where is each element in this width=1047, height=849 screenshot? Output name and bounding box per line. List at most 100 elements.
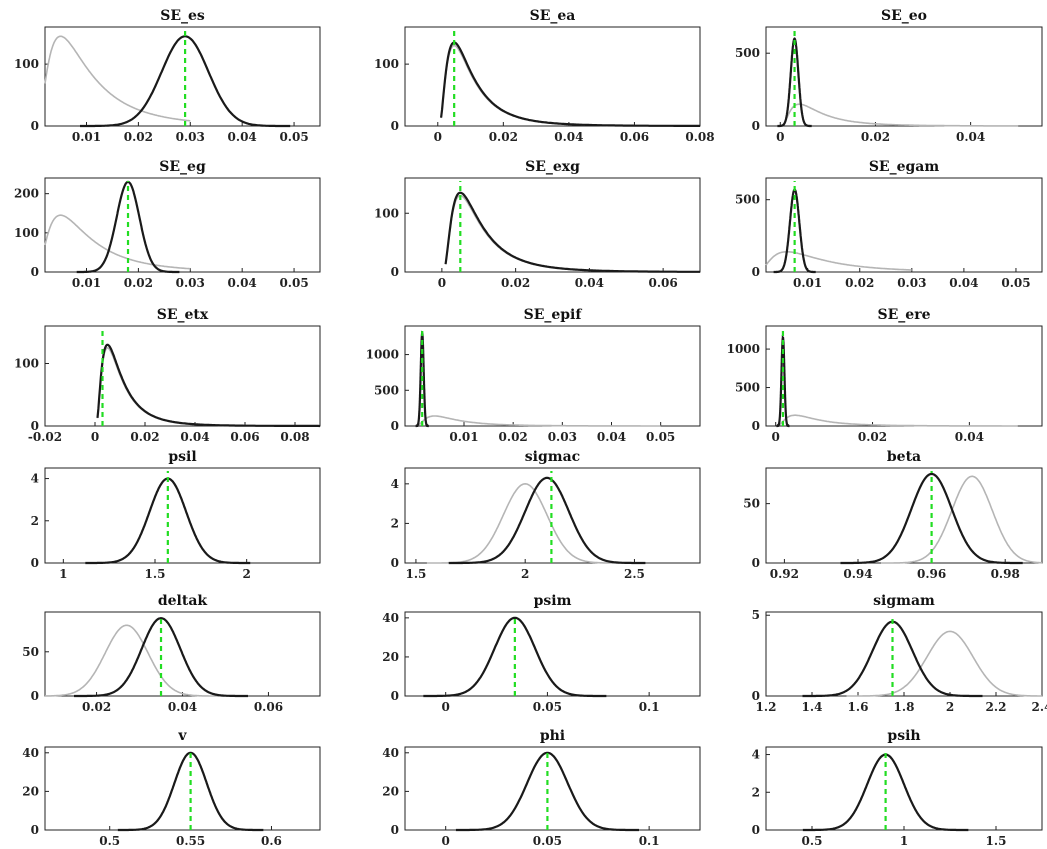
x-tick-label: 0.02 (499, 430, 528, 444)
prior-density-line (777, 414, 1018, 427)
subplot-sigmam: sigmam 1.2 1.4 1.6 1.8 2 2.2 2.4 0 5 (752, 593, 1047, 714)
y-tick-label: 0 (391, 119, 399, 133)
panel-title: beta (887, 449, 921, 465)
x-tick-label: 0.04 (575, 276, 604, 290)
plot-frame (765, 467, 1043, 564)
y-tick-label: 40 (22, 746, 39, 760)
y-tick-label: 100 (374, 206, 399, 220)
x-tick-label: 0.96 (917, 567, 946, 581)
panel-title: phi (540, 728, 565, 744)
x-tick-label: 0.06 (649, 276, 678, 290)
x-tick-label: 0 (776, 130, 784, 144)
panel-title: SE_exg (525, 159, 580, 175)
x-tick-label: 0.5 (99, 834, 120, 848)
plot-frame (765, 611, 1043, 697)
subplot-se-exg: SE_exg 0 0.02 0.04 0.06 0 100 (374, 159, 701, 290)
y-tick-label: 50 (22, 645, 39, 659)
subplot-se-eo: SE_eo 0 0.02 0.04 0 500 (735, 8, 1043, 144)
x-tick-label: 0.5 (802, 834, 823, 848)
subplot-phi: phi 0 0.05 0.1 0 20 40 (382, 728, 701, 848)
subplot-sigmac: sigmac 1.5 2 2.5 0 2 4 (391, 449, 701, 581)
y-tick-label: 50 (743, 497, 760, 511)
x-tick-label: 1.5 (405, 567, 426, 581)
panel-title: sigmac (525, 449, 580, 465)
y-tick-label: 0 (31, 419, 39, 433)
prior-density-line (881, 475, 1042, 564)
y-tick-label: 40 (382, 611, 399, 625)
x-tick-label: -0.02 (28, 430, 62, 444)
y-tick-label: 1000 (727, 342, 760, 356)
y-tick-label: 0 (752, 265, 760, 279)
x-tick-label: 1 (59, 567, 67, 581)
x-tick-label: 1.4 (802, 700, 823, 714)
subplot-beta: beta 0.92 0.94 0.96 0.98 0 50 (743, 449, 1043, 581)
panel-title: psih (887, 728, 920, 744)
y-tick-label: 0 (391, 419, 399, 433)
y-tick-label: 1000 (366, 348, 399, 362)
plot-frame (404, 26, 701, 127)
x-tick-label: 1.5 (986, 834, 1007, 848)
x-tick-label: 0.02 (501, 276, 530, 290)
prior-density-line (782, 103, 1019, 127)
x-tick-label: 1.6 (848, 700, 869, 714)
x-tick-label: 0.01 (793, 276, 822, 290)
x-tick-label: 0 (438, 276, 446, 290)
panel-title: psim (534, 593, 572, 609)
subplot-se-ea: SE_ea 0 0.02 0.04 0.06 0.08 0 100 (374, 8, 715, 144)
x-tick-label: 0.02 (130, 430, 159, 444)
x-tick-label: 0 (434, 130, 442, 144)
y-tick-label: 500 (735, 46, 760, 60)
subplot-psim: psim 0 0.05 0.1 0 20 40 (382, 593, 701, 714)
x-tick-label: 0.08 (280, 430, 309, 444)
x-tick-label: 2 (242, 567, 250, 581)
y-tick-label: 20 (22, 784, 39, 798)
prior-density-line (416, 415, 661, 427)
x-tick-label: 0.05 (1001, 276, 1030, 290)
x-tick-label: 0 (772, 430, 780, 444)
posterior-density-line (840, 472, 1023, 565)
posterior-density-line (455, 751, 639, 832)
y-tick-label: 0 (752, 823, 760, 837)
plot-frame (404, 177, 701, 273)
y-tick-label: 0 (752, 119, 760, 133)
y-tick-label: 100 (14, 357, 39, 371)
y-tick-label: 4 (391, 477, 399, 491)
panel-title: psil (168, 449, 196, 465)
subplot-deltak: deltak 0.02 0.04 0.06 0 50 (22, 593, 321, 714)
panel-title: SE_ere (878, 307, 931, 323)
y-tick-label: 0 (31, 556, 39, 570)
y-tick-label: 2 (752, 785, 760, 799)
x-tick-label: 0.04 (949, 276, 978, 290)
x-tick-label: 0.04 (554, 130, 583, 144)
plot-frame (44, 325, 321, 427)
y-tick-label: 0 (31, 823, 39, 837)
panel-title: SE_etx (157, 307, 209, 323)
subplot-se-es: SE_es 0.01 0.02 0.03 0.04 0.05 0 100 (14, 8, 321, 144)
x-tick-label: 0.01 (72, 130, 101, 144)
prior-density-line (44, 214, 191, 270)
prior-density-line (846, 630, 1042, 697)
x-tick-label: 2 (521, 567, 529, 581)
plot-frame (765, 26, 1043, 127)
x-tick-label: 0.04 (956, 130, 985, 144)
x-tick-label: 0.03 (176, 276, 205, 290)
posterior-density-line (777, 37, 812, 128)
subplot-se-egam: SE_egam 0.01 0.02 0.03 0.04 0.05 0 500 (735, 159, 1043, 290)
x-tick-label: 0.03 (548, 430, 577, 444)
x-tick-label: 0.04 (180, 430, 209, 444)
x-tick-label: 0.04 (228, 130, 257, 144)
y-tick-label: 100 (14, 57, 39, 71)
y-tick-label: 40 (382, 746, 399, 760)
y-tick-label: 20 (382, 650, 399, 664)
plot-frame (44, 177, 321, 273)
panel-title: SE_eg (159, 159, 206, 175)
plot-frame (765, 325, 1043, 427)
y-tick-label: 0 (31, 689, 39, 703)
panel-title: SE_ea (530, 8, 576, 24)
x-tick-label: 0.02 (845, 276, 874, 290)
x-tick-label: 2.2 (986, 700, 1007, 714)
posterior-density-line (80, 35, 291, 128)
posterior-density-line (440, 41, 700, 127)
prior-density-line (45, 624, 224, 697)
